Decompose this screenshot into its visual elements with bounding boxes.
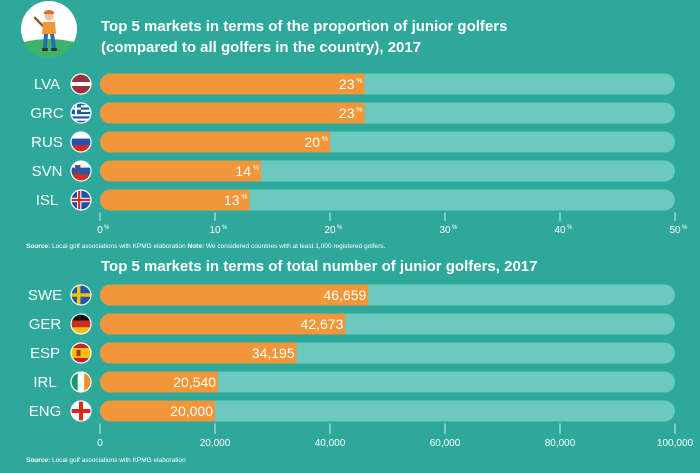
data-label-unit: % bbox=[322, 136, 328, 143]
bar-row-swe: SWE 46,659 bbox=[28, 284, 675, 306]
chart1-note-label: Note: bbox=[188, 243, 205, 250]
country-label: IRL bbox=[33, 374, 56, 391]
bar bbox=[100, 73, 365, 95]
golfer-icon bbox=[21, 1, 77, 58]
flag-latvia-icon bbox=[71, 74, 91, 94]
flag-russia-icon bbox=[71, 132, 91, 152]
tick-label: 100,000 bbox=[657, 438, 694, 449]
country-label: ENG bbox=[29, 403, 62, 420]
tick-label-unit: % bbox=[567, 225, 573, 231]
tick-label-unit: % bbox=[452, 225, 458, 231]
chart2-source-label: Source: bbox=[26, 457, 50, 464]
chart1-title-line2: (compared to all golfers in the country)… bbox=[101, 39, 421, 56]
flag-greece-icon bbox=[71, 103, 91, 123]
tick-label-unit: % bbox=[682, 225, 688, 231]
chart2-title: Top 5 markets in terms of total number o… bbox=[101, 258, 537, 275]
bar bbox=[100, 284, 369, 306]
tick-label: 80,000 bbox=[545, 438, 576, 449]
tick-label-unit: % bbox=[222, 225, 228, 231]
bar-row-irl: IRL 20,540 bbox=[33, 371, 675, 393]
bar-row-grc: GRC %23 bbox=[30, 102, 675, 124]
country-label: ESP bbox=[30, 345, 60, 362]
data-label: 46,659 bbox=[323, 287, 366, 303]
country-label: GRC bbox=[30, 105, 64, 122]
flag-iceland-icon bbox=[71, 190, 91, 210]
bar bbox=[100, 400, 215, 422]
bar-row-esp: ESP 34,195 bbox=[30, 342, 675, 364]
data-label: 20,540 bbox=[173, 374, 216, 390]
country-label: RUS bbox=[31, 134, 63, 151]
chart1-source-note: Source: Local golf associations with KPM… bbox=[26, 243, 386, 250]
data-label-unit: % bbox=[356, 107, 362, 114]
data-label: 13 bbox=[224, 192, 240, 208]
bar-row-lva: LVA %23 bbox=[34, 73, 675, 95]
tick-label-unit: % bbox=[337, 225, 343, 231]
tick-label: 10 bbox=[209, 225, 221, 236]
tick-label: 0 bbox=[97, 225, 103, 236]
bar-row-ger: GER 42,673 bbox=[29, 313, 675, 335]
data-label: 23 bbox=[339, 76, 355, 92]
flag-england-icon bbox=[71, 401, 91, 421]
tick-label: 30 bbox=[439, 225, 451, 236]
data-label: 23 bbox=[339, 105, 355, 121]
bar-row-rus: RUS %20 bbox=[31, 131, 675, 153]
data-label-unit: % bbox=[253, 165, 259, 172]
data-label: 34,195 bbox=[252, 345, 295, 361]
tick-label: 40,000 bbox=[315, 438, 346, 449]
chart2-source-text: Local golf associations with KPMG elabor… bbox=[50, 457, 186, 464]
flag-ireland-icon bbox=[71, 372, 91, 392]
chart1-source-text: Local golf associations with KPMG elabor… bbox=[50, 243, 187, 250]
tick-label-unit: % bbox=[104, 225, 110, 231]
bar bbox=[100, 342, 297, 364]
bar-track bbox=[100, 371, 675, 393]
bar-track bbox=[100, 400, 675, 422]
country-label: SWE bbox=[28, 287, 62, 304]
bar bbox=[100, 160, 261, 182]
bar bbox=[100, 313, 346, 335]
tick-label: 0 bbox=[97, 438, 103, 449]
chart1-title-line1: Top 5 markets in terms of the proportion… bbox=[101, 18, 507, 35]
bar bbox=[100, 371, 219, 393]
tick-label: 50 bbox=[669, 225, 681, 236]
bar-row-svn: SVN %14 bbox=[32, 160, 675, 182]
flag-spain-icon bbox=[71, 343, 91, 363]
country-label: ISL bbox=[36, 192, 59, 209]
chart1-note-text: We considered countries with at least 1,… bbox=[204, 243, 385, 250]
tick-label: 20,000 bbox=[200, 438, 231, 449]
country-label: GER bbox=[29, 316, 62, 333]
chart2-source-note: Source: Local golf associations with KPM… bbox=[26, 457, 186, 464]
tick-label: 20 bbox=[324, 225, 336, 236]
bar bbox=[100, 102, 365, 124]
bar bbox=[100, 131, 330, 153]
country-label: LVA bbox=[34, 76, 60, 93]
chart1-source-label: Source: bbox=[26, 243, 50, 250]
data-label: 20 bbox=[304, 134, 320, 150]
bar-row-isl: ISL %13 bbox=[36, 189, 675, 211]
data-label: 42,673 bbox=[301, 316, 344, 332]
flag-slovenia-icon bbox=[71, 161, 91, 181]
bar-row-eng: ENG 20,000 bbox=[29, 400, 675, 422]
tick-label: 40 bbox=[554, 225, 566, 236]
data-label-unit: % bbox=[241, 194, 247, 201]
data-label: 14 bbox=[235, 163, 251, 179]
country-label: SVN bbox=[32, 163, 63, 180]
data-label-unit: % bbox=[356, 78, 362, 85]
flag-sweden-icon bbox=[71, 285, 91, 305]
tick-label: 60,000 bbox=[430, 438, 461, 449]
chart2-total-bars: SWE 46,659 GER 42,673 ESP 34,195 IRL 20,540 ENG 2… bbox=[28, 284, 694, 449]
bar bbox=[100, 189, 250, 211]
flag-germany-icon bbox=[71, 314, 91, 334]
data-label: 20,000 bbox=[170, 403, 213, 419]
